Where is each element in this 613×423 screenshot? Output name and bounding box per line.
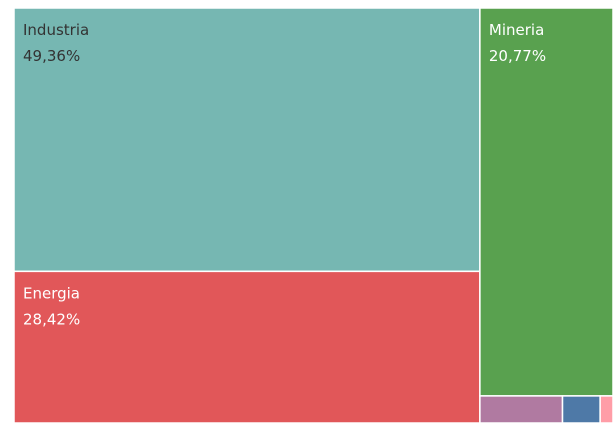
tile bbox=[13, 7, 481, 273]
tile bbox=[561, 395, 601, 423]
tile bbox=[479, 395, 564, 423]
tile bbox=[13, 270, 481, 423]
tile-value: 20,77% bbox=[489, 47, 546, 65]
tile-label: Industria bbox=[23, 21, 89, 39]
tile-label: Energia bbox=[23, 285, 80, 303]
tile-value: 49,36% bbox=[23, 47, 80, 65]
tile bbox=[479, 7, 613, 397]
tile-value: 28,42% bbox=[23, 311, 80, 329]
tile bbox=[599, 395, 613, 423]
tile-label: Mineria bbox=[489, 21, 544, 39]
